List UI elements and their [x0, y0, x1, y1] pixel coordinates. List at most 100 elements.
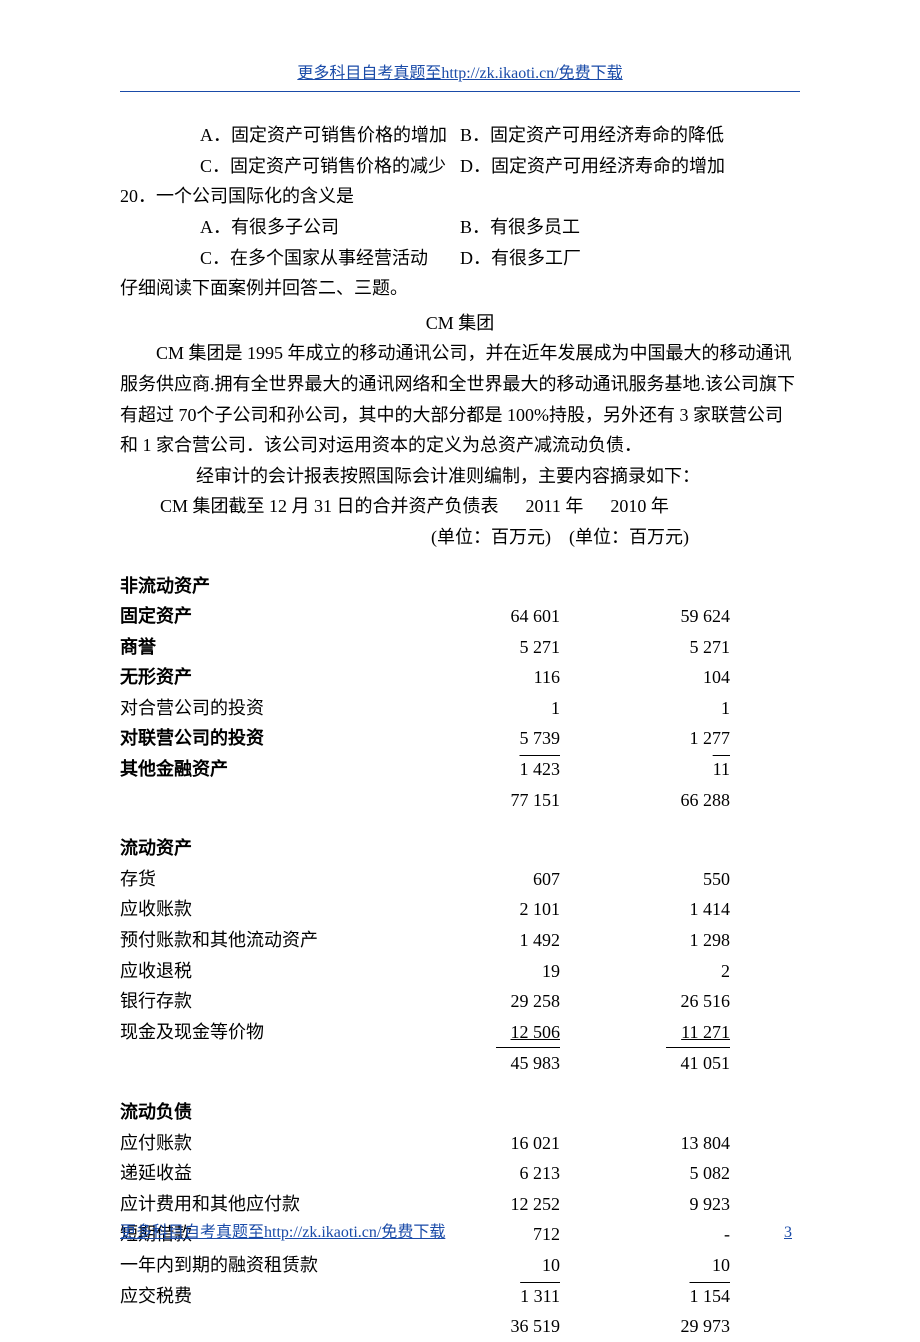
row-y2: 1: [590, 693, 760, 724]
row-y2: 1 414: [590, 894, 760, 925]
units-2: (单位：百万元): [569, 527, 689, 547]
row-y2: 5 271: [590, 632, 760, 663]
header-rule: [120, 91, 800, 92]
row-y1: 1 492: [420, 925, 590, 956]
table-row: 应收账款2 1011 414: [120, 894, 800, 925]
bs-year-2010: 2010 年: [610, 496, 669, 516]
row-y1: 607: [420, 864, 590, 895]
table-row: 固定资产64 60159 624: [120, 601, 800, 632]
q19-c: C．固定资产可销售价格的减少: [200, 151, 460, 182]
cl-total-y2: 29 973: [590, 1311, 760, 1342]
table-row: 一年内到期的融资租赁款1010: [120, 1250, 800, 1281]
q20-row-cd: C．在多个国家从事经营活动 D．有很多工厂: [120, 243, 800, 274]
footer-link[interactable]: 更多科目自考真题至http://zk.ikaoti.cn/免费下载: [120, 1219, 445, 1246]
q20-b: B．有很多员工: [460, 212, 580, 243]
row-y1: 116: [420, 662, 590, 693]
table-row: 对联营公司的投资5 7391 277: [120, 723, 800, 754]
row-label: 对合营公司的投资: [120, 693, 420, 724]
page-number: 3: [784, 1219, 800, 1246]
row-y1: 5 271: [420, 632, 590, 663]
q20-c: C．在多个国家从事经营活动: [200, 243, 460, 274]
row-label: 应交税费: [120, 1281, 420, 1312]
header-link[interactable]: 更多科目自考真题至http://zk.ikaoti.cn/免费下载: [120, 60, 800, 87]
q19-a: A．固定资产可销售价格的增加: [200, 120, 460, 151]
row-y1: 1 423: [420, 754, 590, 785]
ca-total-y2: 41 051: [590, 1048, 760, 1079]
bs-year-2011: 2011 年: [526, 496, 584, 516]
row-y1: 12 252: [420, 1189, 590, 1220]
row-label: 递延收益: [120, 1158, 420, 1189]
table-row: 对合营公司的投资11: [120, 693, 800, 724]
row-label: 一年内到期的融资租赁款: [120, 1250, 420, 1281]
row-label: 银行存款: [120, 986, 420, 1017]
row-label: 应付账款: [120, 1128, 420, 1159]
q19-row-cd: C．固定资产可销售价格的减少 D．固定资产可用经济寿命的增加: [120, 151, 800, 182]
row-y2: 9 923: [590, 1189, 760, 1220]
bs-header-line: CM 集团截至 12 月 31 日的合并资产负债表 2011 年 2010 年: [120, 491, 800, 522]
table-row: 商誉5 2715 271: [120, 632, 800, 663]
q19-row-ab: A．固定资产可销售价格的增加 B．固定资产可用经济寿命的降低: [120, 120, 800, 151]
row-label: 应收退税: [120, 956, 420, 987]
row-y2: 5 082: [590, 1158, 760, 1189]
row-label: 现金及现金等价物: [120, 1017, 420, 1048]
row-y2: 1 277: [590, 723, 760, 754]
cl-total-row: 36 519 29 973: [120, 1311, 800, 1342]
row-label: 预付账款和其他流动资产: [120, 925, 420, 956]
row-y2: 13 804: [590, 1128, 760, 1159]
row-y1: 10: [420, 1250, 590, 1281]
row-y1: 6 213: [420, 1158, 590, 1189]
ca-head: 流动资产: [120, 833, 800, 864]
q19-d: D．固定资产可用经济寿命的增加: [460, 151, 725, 182]
q20-stem: 20．一个公司国际化的含义是: [120, 181, 800, 212]
row-y2: 59 624: [590, 601, 760, 632]
row-y1: 1 311: [420, 1281, 590, 1312]
case-instruction: 仔细阅读下面案例并回答二、三题。: [120, 273, 800, 304]
table-row: 预付账款和其他流动资产1 4921 298: [120, 925, 800, 956]
table-row: 无形资产116104: [120, 662, 800, 693]
table-row: 应计费用和其他应付款12 2529 923: [120, 1189, 800, 1220]
nca-total-row: 77 151 66 288: [120, 785, 800, 816]
row-y1: 5 739: [420, 723, 590, 754]
q20-row-ab: A．有很多子公司 B．有很多员工: [120, 212, 800, 243]
row-y2: 11: [590, 754, 760, 785]
ca-total-y1: 45 983: [420, 1048, 590, 1079]
ca-total-row: 45 983 41 051: [120, 1048, 800, 1079]
bs-title: CM 集团截至 12 月 31 日的合并资产负债表: [160, 496, 499, 516]
q20-d: D．有很多工厂: [460, 243, 581, 274]
nca-total-y2: 66 288: [590, 785, 760, 816]
table-row: 现金及现金等价物12 50611 271: [120, 1017, 800, 1049]
cl-head: 流动负债: [120, 1097, 800, 1128]
table-row: 应收退税192: [120, 956, 800, 987]
row-label: 无形资产: [120, 662, 420, 693]
table-row: 其他金融资产1 42311: [120, 754, 800, 785]
row-y1: 16 021: [420, 1128, 590, 1159]
units-1: (单位：百万元): [431, 527, 551, 547]
row-label: 应收账款: [120, 894, 420, 925]
row-y1: 2 101: [420, 894, 590, 925]
row-y2: 26 516: [590, 986, 760, 1017]
table-row: 应付账款16 02113 804: [120, 1128, 800, 1159]
row-label: 存货: [120, 864, 420, 895]
row-y1: 1: [420, 693, 590, 724]
row-label: 对联营公司的投资: [120, 723, 420, 754]
row-y1: 19: [420, 956, 590, 987]
nca-total-y1: 77 151: [420, 785, 590, 816]
q19-b: B．固定资产可用经济寿命的降低: [460, 120, 724, 151]
nca-head: 非流动资产: [120, 571, 800, 602]
row-y2: 550: [590, 864, 760, 895]
row-y2: 11 271: [590, 1017, 760, 1049]
row-y2: 1 154: [590, 1281, 760, 1312]
case-para-1: CM 集团是 1995 年成立的移动通讯公司，并在近年发展成为中国最大的移动通讯…: [120, 338, 800, 460]
row-y2: 104: [590, 662, 760, 693]
q20-a: A．有很多子公司: [200, 212, 460, 243]
row-label: 商誉: [120, 632, 420, 663]
row-y2: 10: [590, 1250, 760, 1281]
cl-total-y1: 36 519: [420, 1311, 590, 1342]
table-row: 存货607550: [120, 864, 800, 895]
row-y1: 64 601: [420, 601, 590, 632]
table-row: 银行存款29 25826 516: [120, 986, 800, 1017]
table-row: 应交税费1 3111 154: [120, 1281, 800, 1312]
row-label: 其他金融资产: [120, 754, 420, 785]
row-y2: 1 298: [590, 925, 760, 956]
row-label: 应计费用和其他应付款: [120, 1189, 420, 1220]
